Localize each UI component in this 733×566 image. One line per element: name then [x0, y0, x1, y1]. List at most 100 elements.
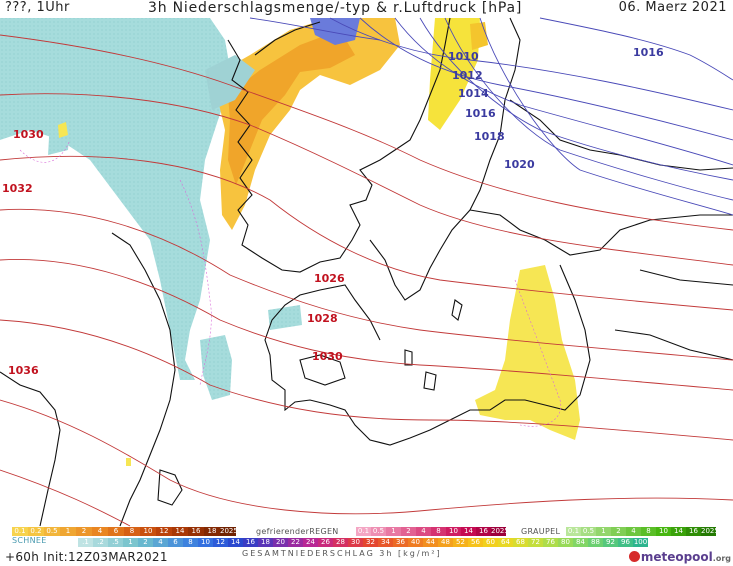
- freezing-scale-cell: 16: [476, 527, 491, 536]
- location-time: ???, 1Uhr: [5, 0, 70, 15]
- graupel-scale-cell: 4: [626, 527, 641, 536]
- total-scale-cell: 6: [168, 538, 183, 547]
- rain-scale-cell: 0.1: [12, 527, 28, 536]
- graupel-colorbar: 0.10.512481014162025+: [566, 527, 716, 536]
- total-scale-cell: 22: [288, 538, 303, 547]
- rain-scale-cell: 10: [140, 527, 156, 536]
- graupel-scale-cell: 14: [671, 527, 686, 536]
- freezing-rain-label: gefrierenderREGEN: [256, 527, 339, 536]
- total-scale-cell: 52: [453, 538, 468, 547]
- freezing-scale-cell: 0.1: [356, 527, 371, 536]
- total-scale-cell: 24: [303, 538, 318, 547]
- isobar-label: 1020: [504, 158, 535, 171]
- freezing-scale-cell: 14: [461, 527, 476, 536]
- graupel-scale-cell: 10: [656, 527, 671, 536]
- total-scale-cell: 96: [618, 538, 633, 547]
- isobar-label: 1010: [448, 50, 479, 63]
- rain-scale-cell: 4: [92, 527, 108, 536]
- rain-scale-cell: 6: [108, 527, 124, 536]
- total-scale-cell: 1: [123, 538, 138, 547]
- total-scale-cell: 72: [528, 538, 543, 547]
- isobar-label: 1016: [633, 46, 664, 59]
- graupel-scale-cell: 0.1: [566, 527, 581, 536]
- total-precip-colorbar: .1.2.5 1 2 4 6 8 10 12 14 16 18 20 22 24 26 28 30 32 34 36 4…: [78, 538, 648, 547]
- total-scale-cell: 30: [348, 538, 363, 547]
- run-info: +60h Init:12Z03MAR2021: [5, 550, 168, 564]
- map-date: 06. Maerz 2021: [618, 0, 727, 15]
- graupel-scale-cell: 16: [686, 527, 701, 536]
- brand-tld: .org: [712, 554, 731, 563]
- total-scale-cell: 16: [243, 538, 258, 547]
- total-scale-cell: 18: [258, 538, 273, 547]
- total-scale-cell: 64: [498, 538, 513, 547]
- total-scale-cell: 10: [198, 538, 213, 547]
- total-scale-cell: 80: [558, 538, 573, 547]
- freezing-scale-cell: 8: [431, 527, 446, 536]
- total-scale-cell: 68: [513, 538, 528, 547]
- total-scale-cell: 8: [183, 538, 198, 547]
- graupel-scale-cell: 0.5: [581, 527, 596, 536]
- graupel-scale-cell: 1: [596, 527, 611, 536]
- isobar-label: 1030: [13, 128, 44, 141]
- isobar-label: 1018: [474, 130, 505, 143]
- freezing-scale-cell: 2: [401, 527, 416, 536]
- total-scale-cell: 36: [393, 538, 408, 547]
- total-scale-cell: 84: [573, 538, 588, 547]
- isobar-label: 1012: [452, 69, 483, 82]
- freezing-scale-cell: 0.5: [371, 527, 386, 536]
- total-scale-cell: 32: [363, 538, 378, 547]
- total-scale-cell: 48: [438, 538, 453, 547]
- total-scale-cell: 44: [423, 538, 438, 547]
- total-scale-cell: 76: [543, 538, 558, 547]
- total-scale-cell: 20: [273, 538, 288, 547]
- total-scale-cell: .2: [93, 538, 108, 547]
- rain-scale-cell: 2025+: [220, 527, 236, 536]
- freezing-scale-cell: 10: [446, 527, 461, 536]
- total-scale-cell: 88: [588, 538, 603, 547]
- snow-label: SCHNEE: [12, 536, 47, 545]
- precip-outline: [19, 139, 562, 427]
- total-scale-cell: 40: [408, 538, 423, 547]
- graupel-scale-cell: 8: [641, 527, 656, 536]
- isobars-high: [0, 34, 733, 527]
- total-scale-cell: 56: [468, 538, 483, 547]
- isobar-label: 1016: [465, 107, 496, 120]
- total-scale-cell: 28: [333, 538, 348, 547]
- total-scale-cell: 100: [633, 538, 648, 547]
- isobar-label: 1028: [307, 312, 338, 325]
- isobar-label: 1030: [312, 350, 343, 363]
- total-scale-cell: .1: [78, 538, 93, 547]
- graupel-scale-cell: 2025+: [701, 527, 716, 536]
- isobar-label: 1014: [458, 87, 489, 100]
- total-scale-cell: 4: [153, 538, 168, 547]
- rain-scale-cell: 16: [188, 527, 204, 536]
- logo-ball-icon: [628, 551, 640, 562]
- brand-name: meteopool: [640, 550, 713, 564]
- total-scale-cell: 34: [378, 538, 393, 547]
- rain-scale-cell: 1: [60, 527, 76, 536]
- freezing-scale-cell: 2025+: [491, 527, 506, 536]
- rain-scale-cell: 8: [124, 527, 140, 536]
- isobars-low: [249, 17, 733, 216]
- freezing-rain-colorbar: 0.10.512481014162025+: [356, 527, 506, 536]
- freezing-scale-cell: 4: [416, 527, 431, 536]
- total-scale-cell: 14: [228, 538, 243, 547]
- rain-scale-cell: 0.5: [44, 527, 60, 536]
- isobar-label: 1032: [2, 182, 33, 195]
- total-scale-cell: 92: [603, 538, 618, 547]
- freezing-scale-cell: 1: [386, 527, 401, 536]
- rain-scale-cell: 12: [156, 527, 172, 536]
- meteopool-logo[interactable]: meteopool.org: [628, 550, 731, 564]
- rain-scale-cell: 14: [172, 527, 188, 536]
- total-scale-cell: 26: [318, 538, 333, 547]
- total-scale-cell: .5: [108, 538, 123, 547]
- map-title: 3h Niederschlagsmenge/-typ & r.Luftdruck…: [148, 0, 523, 16]
- rain-scale-cell: 2: [76, 527, 92, 536]
- rain-precip-area: [58, 18, 580, 466]
- isobar-label: 1036: [8, 364, 39, 377]
- graupel-scale-cell: 2: [611, 527, 626, 536]
- total-scale-cell: 60: [483, 538, 498, 547]
- rain-scale-cell: 0.2: [28, 527, 44, 536]
